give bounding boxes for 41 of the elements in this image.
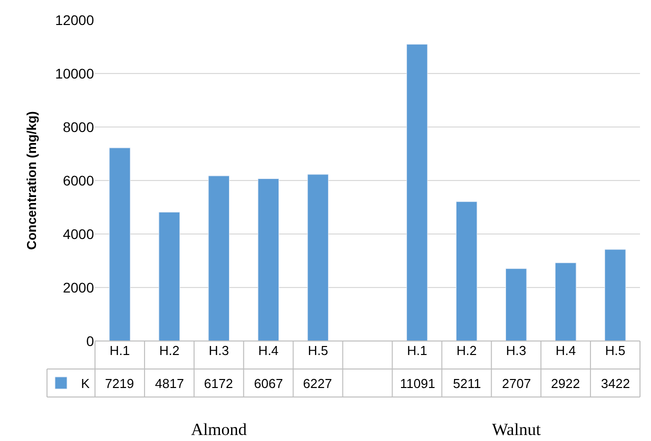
x-tick-label: H.4 [258,343,279,358]
x-tick-label: H.4 [556,343,576,358]
bar [505,268,527,341]
bar [208,176,230,341]
bar [406,44,428,341]
bar [456,201,478,341]
bar [258,178,280,341]
y-axis-title: Concentration (mg/kg) [24,111,40,250]
x-tick-label: H.3 [208,343,229,358]
bar [307,174,329,341]
x-tick-label: H.2 [456,343,477,358]
text: Walnut [492,420,541,439]
y-tick-label: 4000 [62,226,94,242]
x-tick-label: H.1 [110,343,130,358]
y-tick-label: 12000 [55,12,94,28]
data-label: 7219 [105,376,134,391]
text: Almond [191,420,248,439]
bar [604,249,626,341]
x-tick-label: H.2 [159,343,180,358]
legend-label: K [81,376,90,392]
y-tick-label: 2000 [62,279,94,296]
data-label: 6067 [254,376,283,391]
y-tick-label: 8000 [62,118,94,135]
data-label: 2922 [551,376,580,391]
bar [109,148,130,341]
y-tick-label: 6000 [62,172,94,188]
x-tick-label: H.5 [605,343,626,358]
bar [555,262,576,341]
x-tick-label: H.1 [406,343,428,358]
y-tick-label: 0 [86,332,94,349]
data-label: 6227 [303,376,332,391]
x-tick-label: H.3 [506,343,526,358]
data-label: 6172 [204,376,233,391]
x-tick-label: H.5 [308,343,328,358]
data-label: 4817 [155,376,184,391]
data-label: 3422 [601,376,630,391]
data-label: 5211 [453,376,481,391]
data-label: 2707 [502,376,531,391]
data-label: 11091 [400,376,436,391]
y-tick-label: 10000 [55,65,94,82]
bar [158,212,180,341]
